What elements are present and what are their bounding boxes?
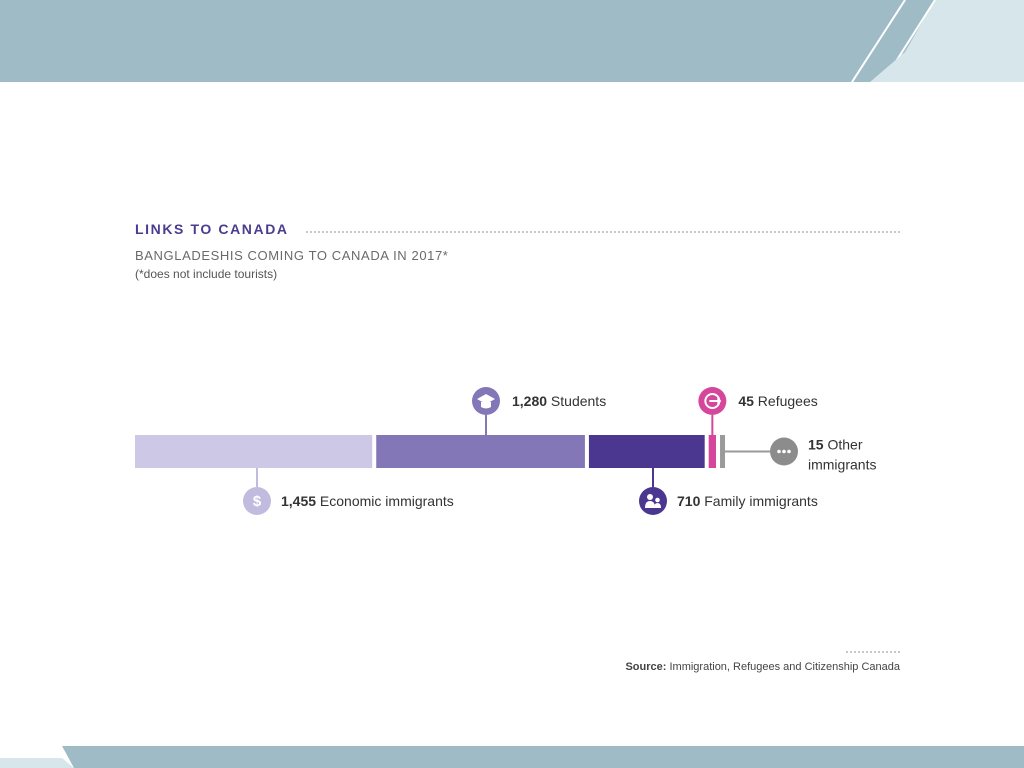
source-note: Source: Immigration, Refugees and Citize… [625,661,900,673]
bar-segment [720,435,725,468]
person-body [645,501,655,508]
footer-banner [0,746,1024,768]
footer-light-panel [0,758,74,768]
bar-segment [588,435,705,468]
source-label: Source: [625,661,667,673]
data-label-value: 710 [677,493,701,509]
bar-segment [376,435,585,468]
banner-light-panel [905,0,1024,52]
cap-base [481,402,491,409]
ellipsis-dot [777,449,781,454]
family-icon [639,487,667,515]
data-label-value: 1,455 [281,493,316,509]
banner-light-panel [870,52,1024,82]
cap-top [477,394,495,404]
data-label-category: Economic immigrants [316,493,454,509]
data-label-category: Family immigrants [700,493,817,509]
data-label: 1,455 Economic immigrants [281,493,454,509]
child-body [654,503,661,508]
footer-band [62,746,1024,768]
bar-segment [708,435,717,468]
data-label-category: Students [547,393,606,409]
source-text: Immigration, Refugees and Citizenship Ca… [669,661,900,673]
source-dotted-rule [846,651,900,653]
data-label: 15 Other [808,437,863,453]
exit-arrow-head [717,397,722,405]
dollar-sign: $ [253,493,262,510]
data-label-value: 1,280 [512,393,547,409]
data-label-category: Refugees [754,393,818,409]
data-label: 1,280 Students [512,393,606,409]
data-label-category: Other [824,437,863,453]
person-head [647,494,653,500]
chart-title: LINKS TO CANADA [135,221,289,237]
bar-segment [135,435,373,468]
title-dotted-rule [306,231,900,233]
header-banner [0,0,1024,82]
ellipsis-dot [787,449,791,454]
data-label: 710 Family immigrants [677,493,818,509]
data-label-value: 15 [808,437,824,453]
data-label-value: 45 [738,393,754,409]
ellipsis-dot [782,449,786,454]
banner-background [0,0,1024,82]
data-label-line2: immigrants [808,457,876,473]
chart-note: (*does not include tourists) [135,267,278,281]
child-head [655,497,660,503]
data-label: 45 Refugees [738,393,817,409]
dollar-icon [243,487,271,515]
banner-stripe [851,0,906,82]
chart-subtitle: BANGLADESHIS COMING TO CANADA IN 2017* [135,248,449,263]
